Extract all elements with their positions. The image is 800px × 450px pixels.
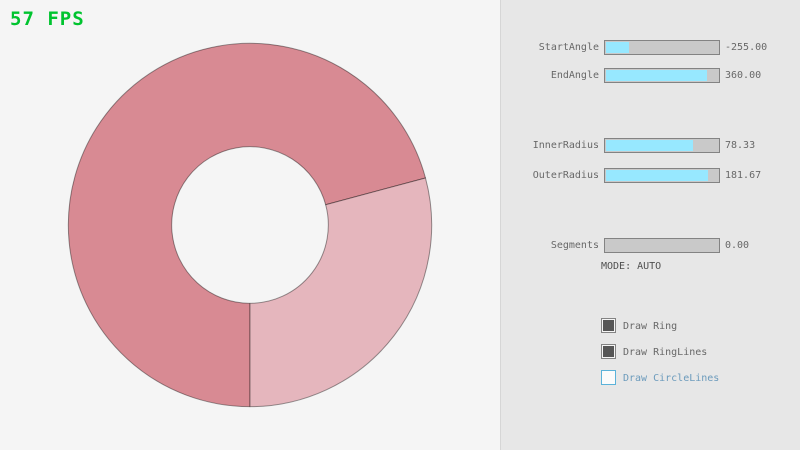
inner-radius-slider-fill <box>606 140 694 151</box>
slider-row-segments: Segments 0.00 <box>501 238 800 253</box>
outer-radius-slider-fill <box>606 170 708 181</box>
slider-row-outer-radius: OuterRadius 181.67 <box>501 168 800 183</box>
outer-radius-label: OuterRadius <box>532 170 599 181</box>
inner-radius-label: InnerRadius <box>532 140 599 151</box>
fps-counter: 57 FPS <box>10 8 85 30</box>
end-angle-slider[interactable] <box>604 68 720 83</box>
start-angle-slider[interactable] <box>604 40 720 55</box>
segments-value: 0.00 <box>725 240 750 251</box>
mode-text: MODE: AUTO <box>601 261 662 272</box>
draw-ringlines-checkbox-box[interactable] <box>601 344 616 359</box>
segments-slider[interactable] <box>604 238 720 253</box>
ring-sector-dark <box>67 42 427 408</box>
ring-canvas <box>67 42 433 408</box>
end-angle-slider-fill <box>606 70 707 81</box>
start-angle-slider-fill <box>606 42 629 53</box>
draw-ring-checkbox-label: Draw Ring <box>623 321 678 332</box>
outer-radius-slider[interactable] <box>604 168 720 183</box>
outer-radius-value: 181.67 <box>725 170 762 181</box>
inner-radius-value: 78.33 <box>725 140 756 151</box>
segments-label: Segments <box>550 240 599 251</box>
start-angle-label: StartAngle <box>538 42 599 53</box>
controls-panel: StartAngle -255.00 EndAngle 360.00 Inner… <box>500 0 800 450</box>
inner-radius-slider[interactable] <box>604 138 720 153</box>
slider-row-start-angle: StartAngle -255.00 <box>501 40 800 55</box>
slider-row-inner-radius: InnerRadius 78.33 <box>501 138 800 153</box>
end-angle-label: EndAngle <box>550 70 599 81</box>
ring-sector-light <box>249 177 433 408</box>
draw-circlelines-checkbox-label: Draw CircleLines <box>623 373 720 384</box>
end-angle-value: 360.00 <box>725 70 762 81</box>
draw-ringlines-checkbox-label: Draw RingLines <box>623 347 708 358</box>
draw-circlelines-checkbox-box[interactable] <box>601 370 616 385</box>
start-angle-value: -255.00 <box>725 42 768 53</box>
slider-row-end-angle: EndAngle 360.00 <box>501 68 800 83</box>
draw-ring-checkbox-box[interactable] <box>601 318 616 333</box>
